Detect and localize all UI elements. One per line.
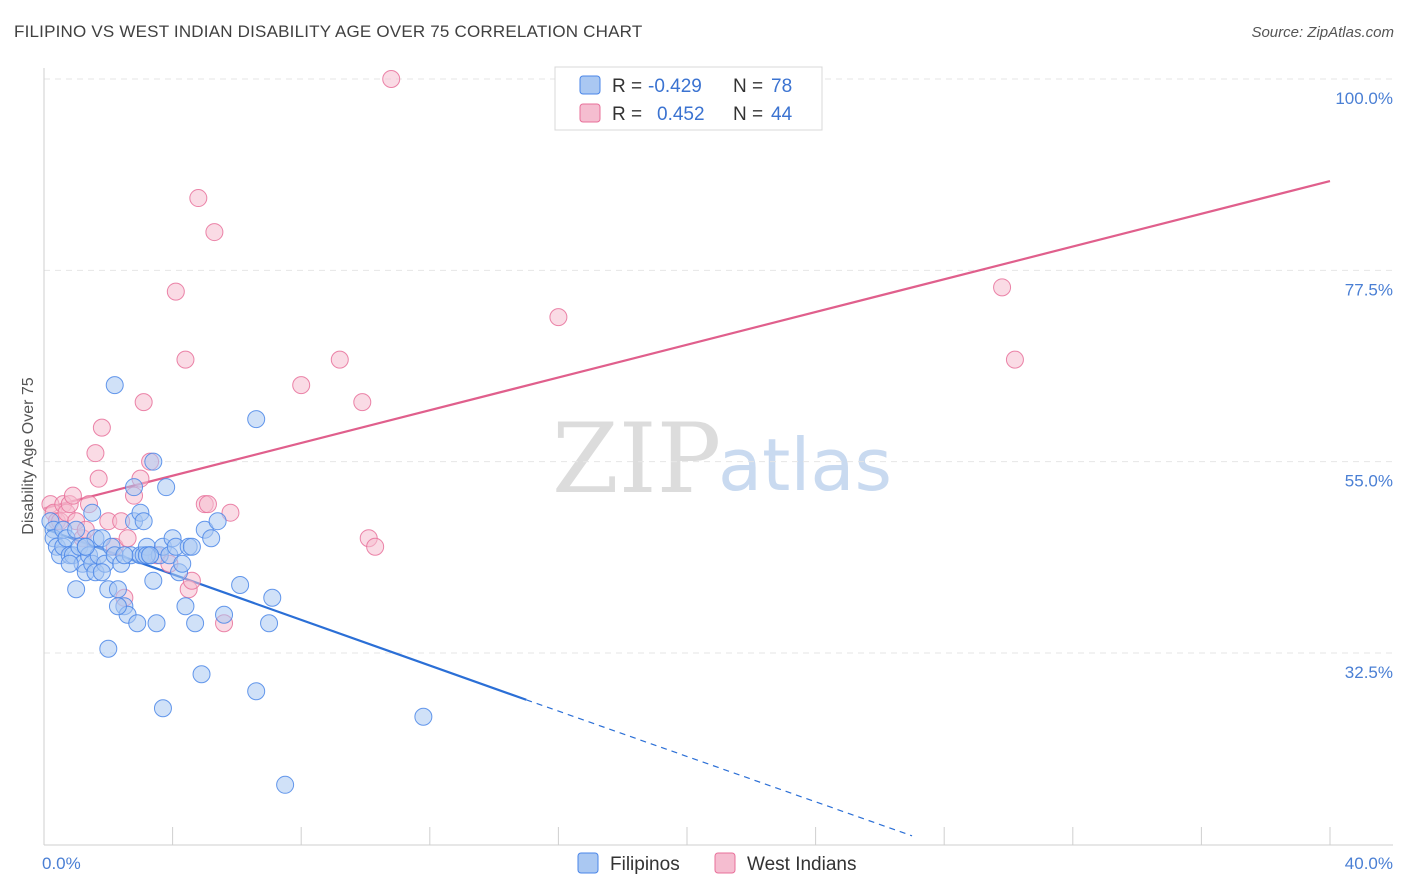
point-filipinos-48 <box>183 538 200 555</box>
point-filipinos-40 <box>158 479 175 496</box>
point-filipinos-56 <box>248 683 265 700</box>
point-west-indians-41 <box>383 71 400 88</box>
point-filipinos-25 <box>109 581 126 598</box>
y-tick-label-3: 100.0% <box>1335 89 1393 108</box>
point-filipinos-77 <box>116 547 133 564</box>
point-west-indians-22 <box>135 394 152 411</box>
trend-line-filipinos-extrapolated <box>526 700 912 836</box>
point-filipinos-50 <box>193 666 210 683</box>
series-swatch-west-indians <box>715 853 735 873</box>
legend-n-value-1: 78 <box>771 76 792 97</box>
point-filipinos-73 <box>100 640 117 657</box>
y-tick-label-0: 32.5% <box>1345 663 1393 682</box>
legend-swatch-filipinos <box>580 76 600 94</box>
legend-n-label-1: N = <box>733 76 763 97</box>
legend-n-value-2: 44 <box>771 104 793 125</box>
point-filipinos-54 <box>216 606 233 623</box>
point-filipinos-46 <box>177 598 194 615</box>
point-filipinos-68 <box>84 504 101 521</box>
point-west-indians-14 <box>93 419 110 436</box>
series-legend: Filipinos West Indians <box>578 853 856 875</box>
point-filipinos-75 <box>109 598 126 615</box>
point-filipinos-70 <box>77 538 94 555</box>
watermark-zip: ZIP <box>552 403 721 515</box>
scatter-chart: ZIP atlas 32.5% 55.0% 77.5% 100.0% Disabili… <box>0 0 1406 892</box>
series-label-filipinos: Filipinos <box>610 854 680 875</box>
point-filipinos-69 <box>68 581 85 598</box>
grid-lines <box>44 79 1393 653</box>
point-filipinos-58 <box>261 615 278 632</box>
point-west-indians-26 <box>167 283 184 300</box>
legend-r-label-2: R = <box>612 104 642 125</box>
point-west-indians-13 <box>90 470 107 487</box>
point-filipinos-62 <box>126 479 143 496</box>
series-swatch-filipinos <box>578 853 598 873</box>
point-west-indians-7 <box>64 487 81 504</box>
series-label-west-indians: West Indians <box>747 854 856 875</box>
point-west-indians-27 <box>177 351 194 368</box>
legend-r-value-1: -0.429 <box>648 76 702 97</box>
point-filipinos-67 <box>145 453 162 470</box>
point-filipinos-49 <box>187 615 204 632</box>
point-filipinos-31 <box>129 615 146 632</box>
point-west-indians-33 <box>206 224 223 241</box>
y-tick-label-1: 55.0% <box>1345 472 1393 491</box>
point-filipinos-71 <box>61 555 78 572</box>
point-filipinos-66 <box>142 547 159 564</box>
point-filipinos-76 <box>93 564 110 581</box>
point-west-indians-42 <box>550 309 567 326</box>
point-filipinos-59 <box>264 589 281 606</box>
point-filipinos-61 <box>415 708 432 725</box>
y-axis-label: Disability Age Over 75 <box>20 377 37 535</box>
point-filipinos-45 <box>174 555 191 572</box>
point-filipinos-57 <box>248 411 265 428</box>
point-west-indians-43 <box>994 279 1011 296</box>
point-filipinos-10 <box>68 521 85 538</box>
legend-r-value-2: 0.452 <box>657 104 705 125</box>
x-tick-max: 40.0% <box>1345 854 1393 873</box>
point-filipinos-52 <box>203 530 220 547</box>
point-west-indians-40 <box>367 538 384 555</box>
point-filipinos-60 <box>277 776 294 793</box>
point-west-indians-19 <box>119 530 136 547</box>
point-filipinos-36 <box>145 572 162 589</box>
point-filipinos-72 <box>106 377 123 394</box>
y-tick-label-2: 77.5% <box>1345 280 1393 299</box>
point-west-indians-44 <box>1006 351 1023 368</box>
point-filipinos-55 <box>232 576 249 593</box>
point-filipinos-37 <box>148 615 165 632</box>
point-west-indians-30 <box>190 190 207 207</box>
legend-r-label-1: R = <box>612 76 642 97</box>
point-west-indians-32 <box>199 496 216 513</box>
legend-swatch-west-indians <box>580 104 600 122</box>
point-west-indians-12 <box>87 445 104 462</box>
y-tick-labels: 32.5% 55.0% 77.5% 100.0% <box>1335 89 1393 682</box>
point-west-indians-36 <box>293 377 310 394</box>
legend-n-label-2: N = <box>733 104 763 125</box>
point-filipinos-74 <box>154 700 171 717</box>
correlation-legend: R = -0.429 N = 78 R = 0.452 N = 44 <box>555 67 822 130</box>
watermark-atlas: atlas <box>718 423 892 507</box>
x-tick-min: 0.0% <box>42 854 81 873</box>
point-filipinos-64 <box>135 513 152 530</box>
point-west-indians-37 <box>331 351 348 368</box>
point-filipinos-53 <box>209 513 226 530</box>
point-west-indians-38 <box>354 394 371 411</box>
